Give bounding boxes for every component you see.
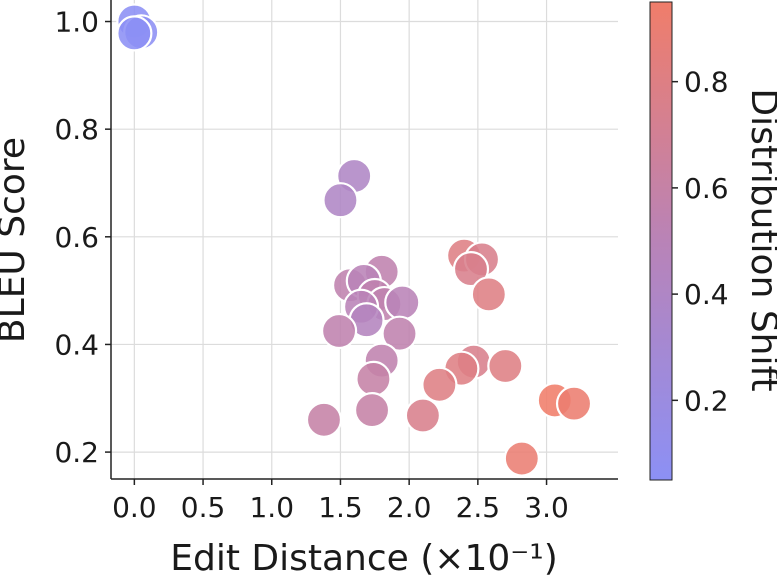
scatter-point	[421, 366, 458, 403]
x-tick-label: 1.0	[249, 491, 294, 524]
x-tick-label: 3.0	[524, 491, 569, 524]
x-tick-label: 0.0	[112, 491, 157, 524]
colorbar: 0.2 0.4 0.6 0.8 Distribution Shift	[649, 1, 777, 481]
colorbar-tick-label: 0.6	[684, 172, 729, 205]
y-tick-label: 1.0	[54, 6, 99, 39]
y-tick-label: 0.8	[54, 113, 99, 146]
scatter-point	[384, 284, 421, 321]
grid-lines	[111, 0, 618, 479]
scatter-point	[555, 385, 593, 422]
y-tick-label: 0.4	[54, 328, 99, 361]
scatter-point	[322, 182, 359, 219]
scatter-point	[470, 276, 507, 313]
x-axis-label: Edit Distance (×10⁻¹)	[170, 538, 558, 577]
scatter-point	[305, 401, 343, 438]
colorbar-tick-label: 0.2	[684, 384, 729, 417]
x-tick-label: 1.5	[318, 491, 363, 524]
colorbar-tick-label: 0.8	[684, 66, 729, 99]
scatter-point	[503, 440, 540, 477]
colorbar-gradient	[649, 1, 673, 481]
y-tick-label: 0.6	[54, 221, 99, 254]
x-tick-label: 2.5	[456, 491, 501, 524]
scatter-point	[353, 392, 391, 429]
scatter-point	[404, 397, 441, 434]
data-points	[116, 3, 593, 477]
colorbar-tick-label: 0.4	[684, 278, 729, 311]
scatter-point	[452, 251, 490, 288]
x-tick-label: 2.0	[387, 491, 432, 524]
scatter-point	[355, 360, 392, 397]
y-tick-label: 0.2	[54, 436, 99, 469]
y-axis-label: BLEU Score	[0, 137, 33, 343]
colorbar-label: Distribution Shift	[743, 88, 777, 391]
y-tick-labels: 0.2 0.4 0.6 0.8 1.0	[54, 6, 111, 469]
scatter-point	[320, 312, 358, 350]
axes	[110, 0, 618, 480]
x-tick-labels: 0.0 0.5 1.0 1.5 2.0 2.5 3.0	[112, 479, 569, 524]
scatter-point	[381, 315, 418, 352]
scatter-point	[487, 347, 524, 385]
x-tick-label: 0.5	[181, 491, 226, 524]
scatter-point	[116, 15, 153, 52]
colorbar-tick-labels: 0.2 0.4 0.6 0.8	[672, 66, 729, 417]
